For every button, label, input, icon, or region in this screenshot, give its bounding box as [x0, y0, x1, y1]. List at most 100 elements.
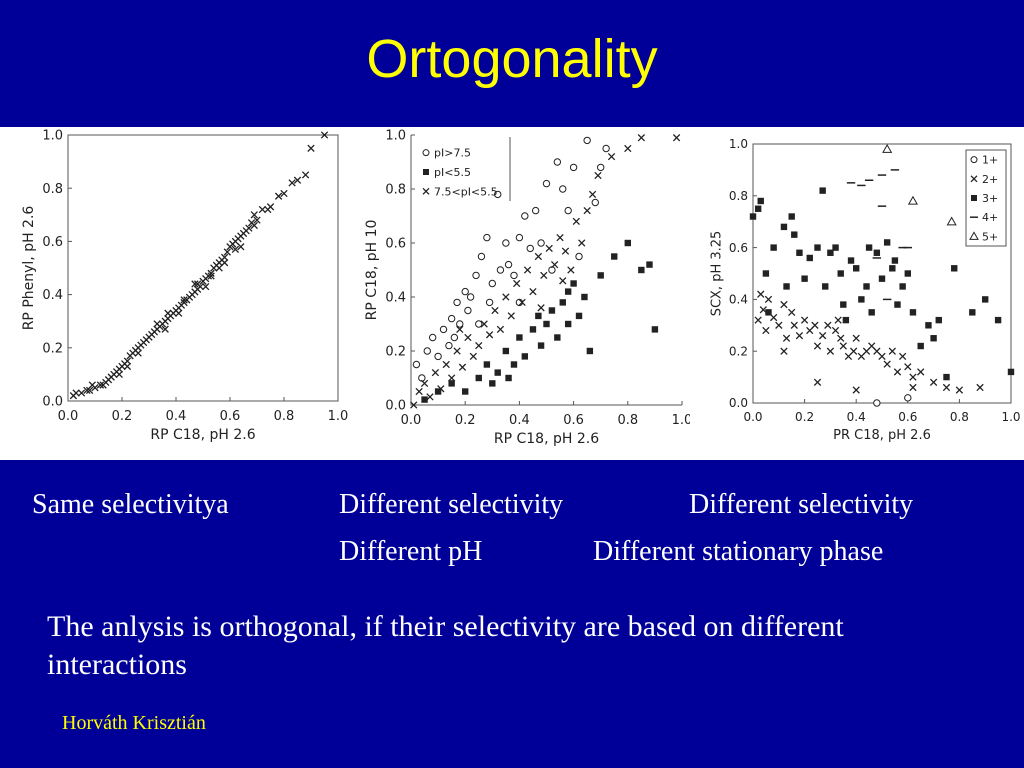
- data-point: [788, 308, 796, 317]
- data-point: [439, 325, 448, 334]
- data-point: [883, 360, 891, 368]
- data-point: [559, 185, 567, 193]
- data-point: [575, 312, 583, 320]
- x-tick-label: 0.0: [401, 413, 422, 428]
- data-point: [447, 314, 456, 323]
- data-point: [537, 239, 545, 247]
- data-point: [415, 387, 423, 396]
- data-point: [955, 386, 964, 394]
- data-point: [852, 386, 860, 394]
- x-tick-label: 0.2: [795, 410, 814, 424]
- y-tick-label: 0.0: [42, 395, 63, 410]
- x-tick-label: 1.0: [1001, 410, 1020, 424]
- data-point: [982, 296, 989, 303]
- data-point: [637, 134, 646, 142]
- data-point: [215, 264, 223, 272]
- chart-legend: 1+ 2+ 3+ 4+ 5+: [965, 149, 1007, 247]
- caption-different-ph: Different pH: [339, 536, 483, 567]
- data-point: [301, 171, 310, 179]
- data-point: [442, 360, 450, 369]
- data-point: [202, 282, 210, 291]
- data-point: [588, 190, 597, 199]
- data-point: [250, 221, 258, 230]
- data-point: [909, 383, 917, 392]
- data-point: [888, 347, 896, 355]
- data-point: [489, 380, 496, 387]
- data-point: [893, 368, 902, 376]
- data-point: [513, 279, 521, 288]
- data-point: [561, 247, 570, 255]
- data-point: [229, 240, 237, 248]
- data-point: [672, 134, 681, 142]
- data-point: [461, 287, 469, 296]
- caption-different-selectivity-2: Different selectivity: [689, 489, 914, 520]
- data-point: [505, 374, 512, 382]
- data-point: [485, 298, 494, 307]
- data-point: [239, 229, 248, 238]
- legend-marker: [422, 187, 430, 195]
- data-point: [873, 249, 881, 256]
- data-point: [827, 249, 834, 256]
- plot-frame: [67, 134, 339, 402]
- data-point: [464, 333, 472, 342]
- legend-marker: [971, 195, 977, 201]
- data-point: [813, 378, 822, 386]
- data-point: [586, 347, 594, 355]
- data-point: [161, 325, 169, 333]
- data-point: [969, 309, 976, 316]
- chart-scx-vs-c18: 0.0 0.2 0.4 0.6 0.8 1.0 0.0 0.2 0.4 0.6 0.8 1.0 PR C…: [690, 127, 1024, 460]
- x-tick-label: 0.4: [166, 409, 187, 424]
- y-tick-label: 0.6: [42, 235, 63, 250]
- data-point: [607, 152, 616, 161]
- data-point: [102, 378, 110, 387]
- data-point: [494, 190, 502, 199]
- data-point: [822, 283, 829, 290]
- y-tick-label: 0.4: [42, 288, 63, 303]
- data-point: [646, 261, 653, 268]
- data-point: [175, 309, 183, 317]
- data-point: [801, 275, 808, 282]
- legend-label: 2+: [982, 173, 998, 186]
- legend-label: 4+: [982, 211, 998, 224]
- y-axis-label: RP C18, pH 10: [364, 220, 380, 321]
- data-point: [477, 252, 486, 261]
- data-point: [567, 266, 575, 274]
- data-point: [134, 349, 142, 357]
- data-point: [180, 296, 188, 304]
- y-tick-label: 0.2: [42, 341, 63, 356]
- data-point: [754, 316, 762, 324]
- data-point: [847, 257, 855, 264]
- data-point: [882, 143, 893, 153]
- data-point: [602, 144, 610, 153]
- data-point: [554, 334, 561, 341]
- legend-marker: [422, 149, 430, 157]
- data-point: [796, 249, 803, 256]
- caption-different-stationary-phase: Different stationary phase: [593, 536, 884, 567]
- data-point: [426, 393, 434, 401]
- data-point: [456, 320, 464, 328]
- x-tick-label: 0.6: [220, 409, 241, 424]
- y-axis-label: RP Phenyl, pH 2.6: [21, 206, 37, 331]
- data-point: [891, 257, 899, 264]
- slide-title: Ortogonality: [366, 29, 658, 89]
- data-point: [917, 368, 925, 376]
- data-point: [765, 309, 772, 316]
- data-point: [907, 195, 919, 205]
- y-tick-label: 0.0: [729, 396, 748, 410]
- legend-marker: [423, 169, 429, 175]
- data-point: [129, 349, 137, 357]
- scatter-plot-svg: 0.0 0.2 0.4 0.6 0.8 1.0 0.0 0.2 0.4 0.6 0.8 1.0 RP C…: [21, 129, 348, 443]
- data-point: [543, 320, 550, 328]
- data-point: [437, 385, 445, 393]
- data-point: [518, 298, 526, 307]
- data-point: [548, 307, 556, 314]
- x-tick-label: 0.2: [455, 413, 476, 428]
- data-point: [917, 342, 924, 350]
- data-point: [806, 254, 813, 262]
- data-point: [925, 322, 932, 329]
- data-point: [253, 216, 261, 224]
- y-tick-label: 0.2: [385, 345, 406, 360]
- data-point: [569, 163, 578, 172]
- data-point: [288, 179, 296, 187]
- data-point: [651, 326, 659, 333]
